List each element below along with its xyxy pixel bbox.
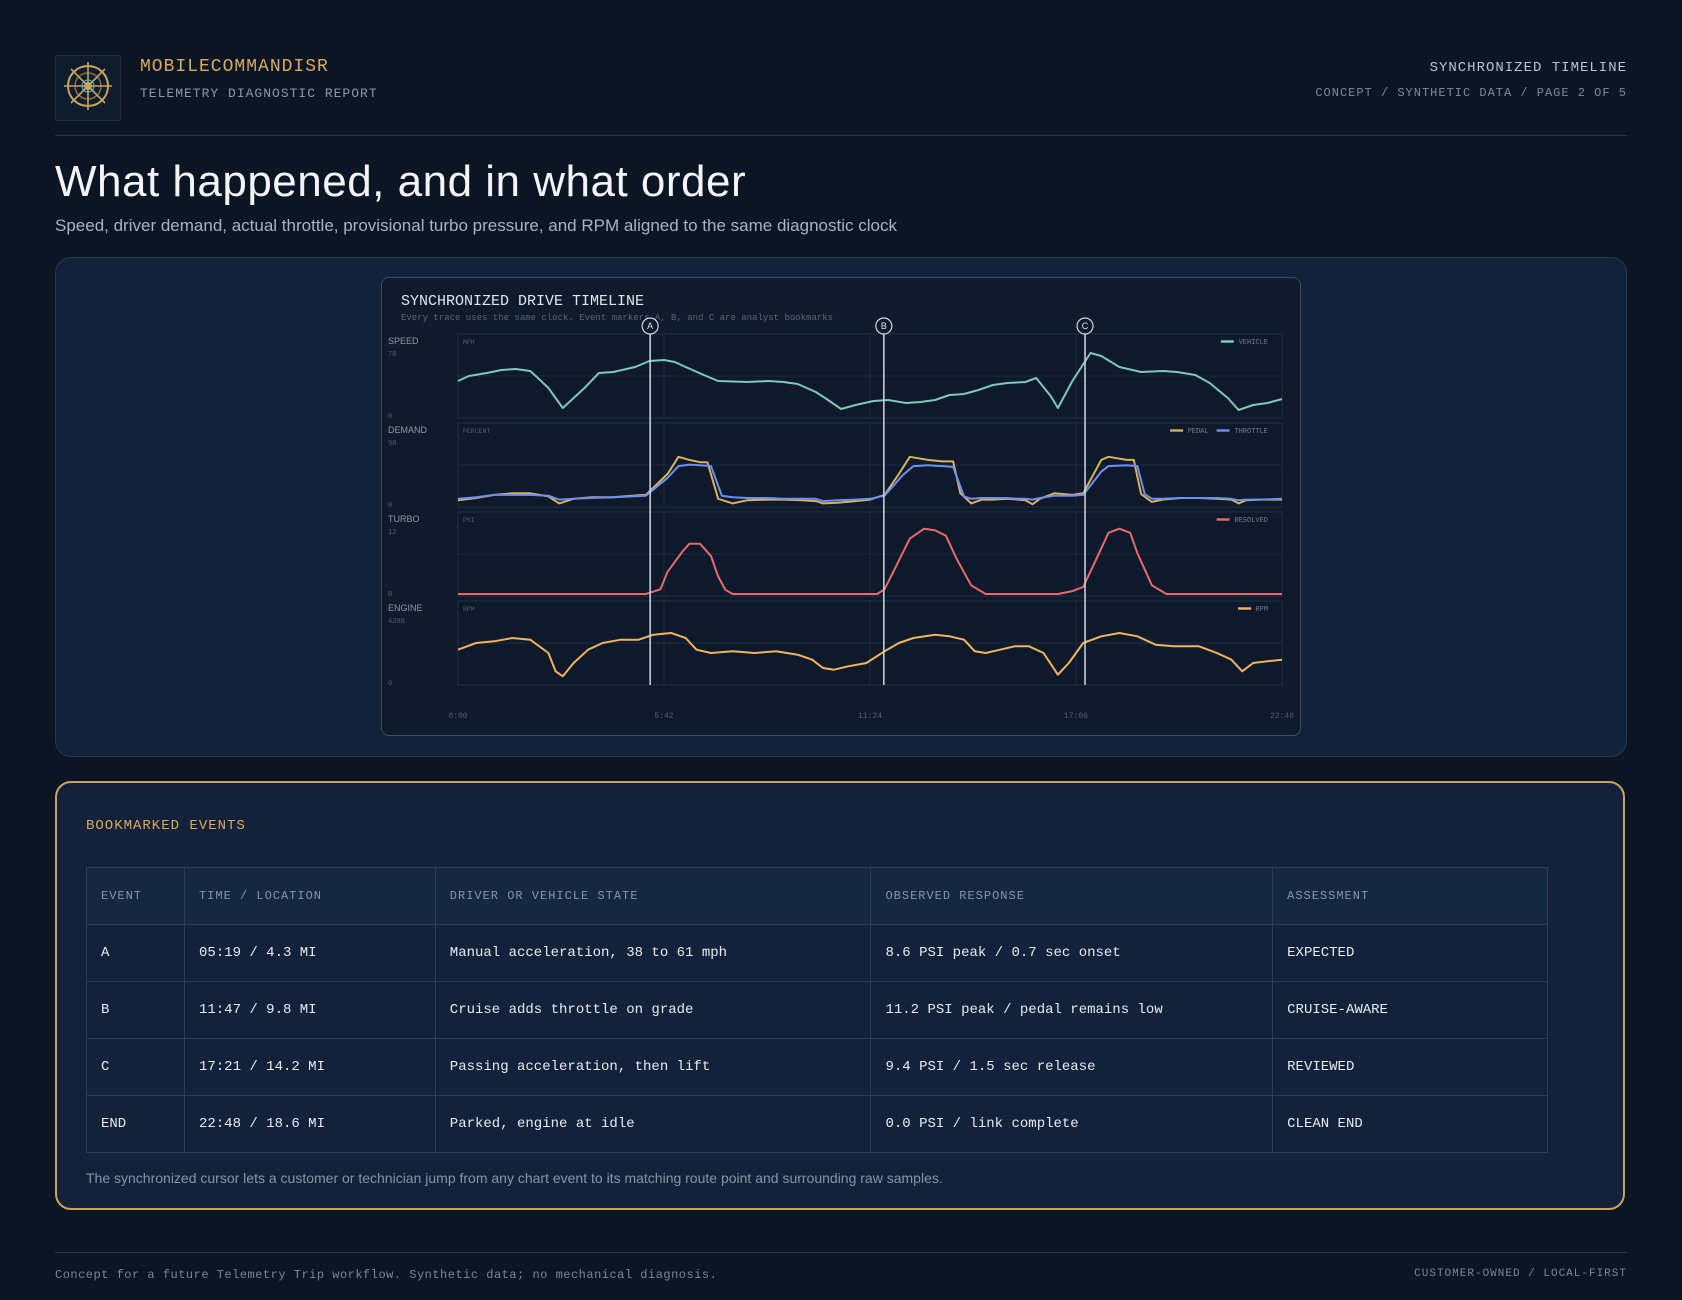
- event-response: 9.4 PSI / 1.5 sec release: [870, 1038, 1274, 1096]
- chart-title: SYNCHRONIZED DRIVE TIMELINE: [401, 293, 644, 310]
- event-marker-label: B: [881, 321, 887, 331]
- series-line-rpm: [457, 632, 1283, 678]
- event-id: A: [86, 924, 185, 982]
- table-row[interactable]: A 05:19 / 4.3 MI Manual acceleration, 38…: [86, 924, 1548, 982]
- event-time-location: 05:19 / 4.3 MI: [183, 924, 436, 982]
- panel-label: SPEED: [388, 336, 419, 346]
- y-max-label: 90: [388, 440, 396, 448]
- event-marker-badge: [875, 317, 893, 335]
- footer-divider: [55, 1252, 1627, 1253]
- table-header-row: EVENT TIME / LOCATION DRIVER OR VEHICLE …: [86, 867, 1548, 925]
- table-row[interactable]: C 17:21 / 14.2 MI Passing acceleration, …: [86, 1038, 1548, 1096]
- table-row[interactable]: B 11:47 / 9.8 MI Cruise adds throttle on…: [86, 981, 1548, 1039]
- event-time-location: 17:21 / 14.2 MI: [183, 1038, 436, 1096]
- event-assessment: EXPECTED: [1272, 924, 1548, 982]
- series-line-vehicle: [457, 352, 1283, 411]
- events-table: EVENT TIME / LOCATION DRIVER OR VEHICLE …: [86, 867, 1548, 1153]
- report-header: MOBILECOMMANDISR TELEMETRY DIAGNOSTIC RE…: [55, 55, 1627, 135]
- y-max-label: 70: [388, 351, 396, 359]
- y-max-label: 4200: [388, 618, 405, 626]
- header-divider: [55, 135, 1627, 136]
- column-header-time-location: TIME / LOCATION: [183, 867, 436, 925]
- bookmarked-events-panel: BOOKMARKED EVENTS EVENT TIME / LOCATION …: [55, 781, 1625, 1210]
- unit-label: MPH: [463, 339, 475, 346]
- footer-tagline: CUSTOMER-OWNED / LOCAL-FIRST: [1414, 1268, 1627, 1280]
- brand-name: MOBILECOMMANDISR: [140, 57, 329, 77]
- table-row[interactable]: END 22:48 / 18.6 MI Parked, engine at id…: [86, 1095, 1548, 1153]
- event-state: Manual acceleration, 38 to 61 mph: [434, 924, 872, 982]
- legend-label: PEDAL: [1188, 428, 1209, 436]
- event-id: END: [86, 1095, 185, 1153]
- report-type: TELEMETRY DIAGNOSTIC REPORT: [140, 86, 378, 101]
- x-tick-label: 5:42: [654, 712, 673, 721]
- event-marker-badge: [1076, 317, 1094, 335]
- unit-label: PSI: [463, 517, 475, 524]
- unit-label: PERCENT: [463, 428, 490, 435]
- ships-wheel-icon: [55, 55, 121, 121]
- event-state: Cruise adds throttle on grade: [434, 981, 872, 1039]
- event-state: Passing acceleration, then lift: [434, 1038, 872, 1096]
- event-id: C: [86, 1038, 185, 1096]
- event-response: 11.2 PSI peak / pedal remains low: [870, 981, 1274, 1039]
- event-response: 0.0 PSI / link complete: [870, 1095, 1274, 1153]
- legend-label: RESOLVED: [1234, 517, 1268, 525]
- event-marker-label: C: [1082, 321, 1089, 331]
- series-line-resolved: [458, 527, 1282, 595]
- event-marker-badge: [641, 317, 659, 335]
- footer-disclaimer: Concept for a future Telemetry Trip work…: [55, 1268, 718, 1282]
- column-header-response: OBSERVED RESPONSE: [870, 867, 1274, 925]
- column-header-state: DRIVER OR VEHICLE STATE: [434, 867, 872, 925]
- legend-label: THROTTLE: [1234, 428, 1268, 436]
- column-header-event: EVENT: [86, 867, 185, 925]
- legend-label: RPM: [1255, 606, 1268, 614]
- y-min-label: 0: [388, 502, 392, 510]
- unit-label: RPM: [463, 606, 475, 613]
- page-meta: CONCEPT / SYNTHETIC DATA / PAGE 2 OF 5: [1315, 86, 1627, 100]
- page-title: What happened, and in what order: [55, 157, 747, 206]
- x-tick-label: 0:00: [448, 712, 467, 721]
- x-tick-label: 17:06: [1064, 712, 1088, 721]
- event-marker-label: A: [647, 321, 653, 331]
- event-response: 8.6 PSI peak / 0.7 sec onset: [870, 924, 1274, 982]
- event-assessment: CRUISE-AWARE: [1272, 981, 1548, 1039]
- x-tick-label: 22:48: [1270, 712, 1294, 721]
- x-tick-label: 11:24: [858, 712, 882, 721]
- event-assessment: REVIEWED: [1272, 1038, 1548, 1096]
- chart-subtitle: Every trace uses the same clock. Event m…: [401, 313, 833, 323]
- event-assessment: CLEAN END: [1272, 1095, 1548, 1153]
- y-min-label: 0: [388, 680, 392, 688]
- y-min-label: 0: [388, 413, 392, 421]
- timeline-chart: SYNCHRONIZED DRIVE TIMELINE Every trace u…: [388, 293, 1294, 721]
- section-title: SYNCHRONIZED TIMELINE: [1429, 60, 1627, 76]
- panel-label: DEMAND: [388, 425, 428, 435]
- series-line-throttle: [457, 463, 1283, 503]
- legend-label: VEHICLE: [1239, 339, 1268, 347]
- events-note: The synchronized cursor lets a customer …: [86, 1170, 943, 1186]
- event-id: B: [86, 981, 185, 1039]
- timeline-chart-card: SYNCHRONIZED DRIVE TIMELINE Every trace u…: [381, 277, 1301, 736]
- panel-label: TURBO: [388, 514, 420, 524]
- panel-label: ENGINE: [388, 603, 423, 613]
- events-title: BOOKMARKED EVENTS: [86, 818, 246, 834]
- y-max-label: 12: [388, 529, 396, 537]
- y-min-label: 0: [388, 591, 392, 599]
- column-header-assessment: ASSESSMENT: [1272, 867, 1548, 925]
- event-time-location: 11:47 / 9.8 MI: [183, 981, 436, 1039]
- event-state: Parked, engine at idle: [434, 1095, 872, 1153]
- event-time-location: 22:48 / 18.6 MI: [183, 1095, 436, 1153]
- page-subtitle: Speed, driver demand, actual throttle, p…: [55, 216, 897, 235]
